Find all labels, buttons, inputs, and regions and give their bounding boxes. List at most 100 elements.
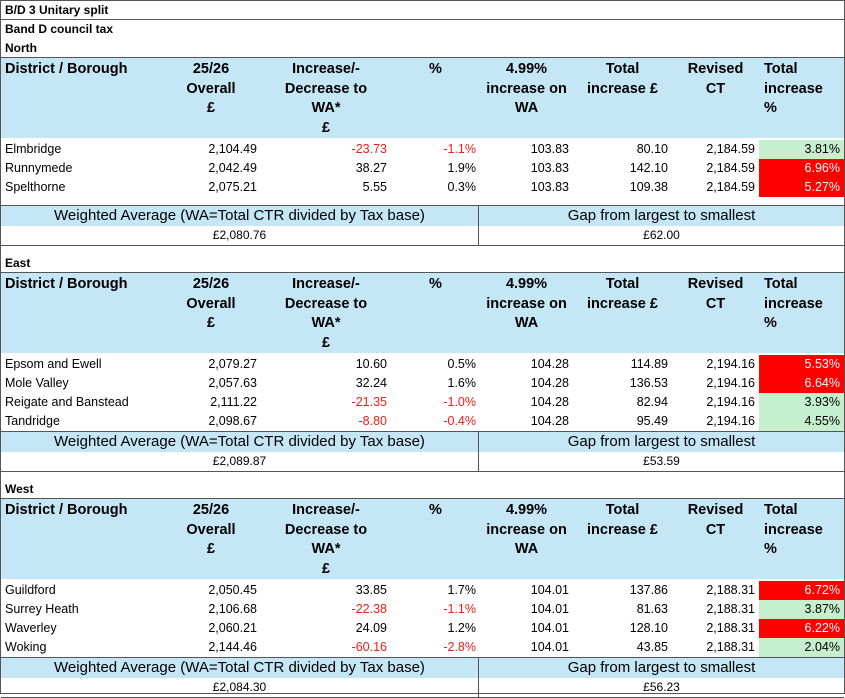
pct-cell: -2.8% [443, 640, 476, 654]
revised-ct-cell: 2,188.31 [706, 640, 755, 654]
table-row: Waverley 2,060.21 24.09 1.2% 104.01 128.10 2,1… [1, 619, 844, 638]
district-cell: Runnymede [5, 161, 73, 175]
pct-cell: 1.6% [447, 376, 477, 390]
total-increase-cell: 82.94 [636, 395, 668, 409]
increase-499-cell: 103.83 [530, 142, 569, 156]
weighted-average-value: £2,080.76 [212, 228, 267, 242]
diff-cell: -23.73 [351, 142, 387, 156]
overall-cell: 2,050.45 [208, 583, 257, 597]
overall-cell: 2,042.49 [208, 161, 257, 175]
table-row: Surrey Heath 2,106.68 -22.38 -1.1% 104.01 81.… [1, 600, 844, 619]
pct-cell: 1.2% [447, 621, 477, 635]
column-header: % [429, 276, 442, 292]
pct-cell: -1.0% [443, 395, 476, 409]
column-header: Total increase % [764, 502, 823, 557]
column-header: Total increase % [764, 276, 823, 331]
diff-cell: -60.16 [351, 640, 387, 654]
total-increase-cell: 95.49 [636, 414, 668, 428]
gap-value: £56.23 [643, 680, 680, 694]
total-increase-cell: 137.86 [629, 583, 668, 597]
column-header: 25/26 Overall £ [186, 502, 236, 557]
column-header: 25/26 Overall £ [186, 61, 236, 116]
total-increase-cell: 142.10 [629, 161, 668, 175]
diff-cell: 24.09 [355, 621, 387, 635]
revised-ct-cell: 2,188.31 [706, 583, 755, 597]
summary: Weighted Average (WA=Total CTR divided b… [1, 431, 844, 472]
revised-ct-cell: 2,194.16 [706, 376, 755, 390]
increase-499-cell: 104.28 [530, 414, 569, 428]
total-increase-pct-cell: 5.53% [759, 355, 844, 374]
increase-499-cell: 104.28 [530, 376, 569, 390]
total-increase-cell: 81.63 [636, 602, 668, 616]
overall-cell: 2,104.49 [208, 142, 257, 156]
diff-cell: -21.35 [351, 395, 387, 409]
column-header: Revised CT [687, 502, 744, 538]
column-header: Revised CT [687, 61, 744, 97]
column-header: Revised CT [687, 276, 744, 312]
column-header: 4.99% increase on WA [486, 61, 567, 116]
gap-value: £62.00 [643, 228, 680, 242]
column-header: Total increase £ [587, 61, 658, 97]
column-header: Increase/- Decrease to WA* £ [284, 276, 368, 351]
overall-cell: 2,079.27 [208, 357, 257, 371]
district-cell: Woking [5, 640, 47, 654]
total-increase-cell: 43.85 [636, 640, 668, 654]
revised-ct-cell: 2,194.16 [706, 357, 755, 371]
column-header: % [429, 61, 442, 77]
total-increase-cell: 136.53 [629, 376, 668, 390]
column-header: 25/26 Overall £ [186, 276, 236, 331]
table-row: Reigate and Banstead 2,111.22 -21.35 -1.0% 1… [1, 393, 844, 412]
table-row: Tandridge 2,098.67 -8.80 -0.4% 104.28 95.49 2,… [1, 412, 844, 431]
revised-ct-cell: 2,184.59 [706, 161, 755, 175]
column-header: District / Borough [5, 502, 128, 518]
column-header: 4.99% increase on WA [486, 502, 567, 557]
column-header: Total increase % [764, 61, 823, 116]
table-row: Woking 2,144.46 -60.16 -2.8% 104.01 43.85 2,18… [1, 638, 844, 657]
revised-ct-cell: 2,184.59 [706, 142, 755, 156]
district-cell: Elmbridge [5, 142, 62, 156]
table-row: Epsom and Ewell 2,079.27 10.60 0.5% 104.28 11… [1, 355, 844, 374]
increase-499-cell: 104.01 [530, 621, 569, 635]
overall-cell: 2,106.68 [208, 602, 257, 616]
diff-cell: 32.24 [355, 376, 387, 390]
sheet-subtitle: Band D council tax [5, 22, 114, 36]
total-increase-pct-cell: 3.81% [759, 140, 844, 159]
revised-ct-cell: 2,188.31 [706, 621, 755, 635]
increase-499-cell: 104.01 [530, 602, 569, 616]
column-header: District / Borough [5, 276, 128, 292]
total-increase-pct-cell: 2.04% [759, 638, 844, 657]
increase-499-cell: 104.28 [530, 357, 569, 371]
diff-cell: -22.38 [351, 602, 387, 616]
column-header: Increase/- Decrease to WA* £ [284, 61, 368, 136]
total-increase-pct-cell: 3.87% [759, 600, 844, 619]
pct-cell: -1.1% [443, 142, 476, 156]
sheet-title: B/D 3 Unitary split [1, 1, 844, 20]
total-increase-pct-cell: 6.64% [759, 374, 844, 393]
district-cell: Epsom and Ewell [5, 357, 102, 371]
pct-cell: 1.7% [447, 583, 477, 597]
total-increase-cell: 109.38 [629, 180, 668, 194]
column-header: District / Borough [5, 61, 128, 77]
district-cell: Tandridge [5, 414, 60, 428]
overall-cell: 2,144.46 [208, 640, 257, 654]
weighted-average-label: Weighted Average (WA=Total CTR divided b… [1, 432, 478, 452]
table-row: Spelthorne 2,075.21 5.55 0.3% 103.83 109.38 2,… [1, 178, 844, 197]
column-header: % [429, 502, 442, 518]
diff-cell: 10.60 [355, 357, 387, 371]
summary: Weighted Average (WA=Total CTR divided b… [1, 657, 844, 698]
diff-cell: -8.80 [358, 414, 388, 428]
total-increase-cell: 128.10 [629, 621, 668, 635]
revised-ct-cell: 2,184.59 [706, 180, 755, 194]
increase-499-cell: 103.83 [530, 180, 569, 194]
increase-499-cell: 104.01 [530, 583, 569, 597]
column-header: Total increase £ [587, 502, 658, 538]
total-increase-cell: 114.89 [630, 357, 668, 371]
district-cell: Guildford [5, 583, 56, 597]
total-increase-pct-cell: 6.96% [759, 159, 844, 178]
total-increase-pct-cell: 6.72% [759, 581, 844, 600]
summary: Weighted Average (WA=Total CTR divided b… [1, 205, 844, 246]
district-cell: Reigate and Banstead [5, 395, 129, 409]
weighted-average-label: Weighted Average (WA=Total CTR divided b… [1, 658, 478, 678]
gap-value: £53.59 [643, 454, 680, 468]
total-increase-pct-cell: 3.93% [759, 393, 844, 412]
